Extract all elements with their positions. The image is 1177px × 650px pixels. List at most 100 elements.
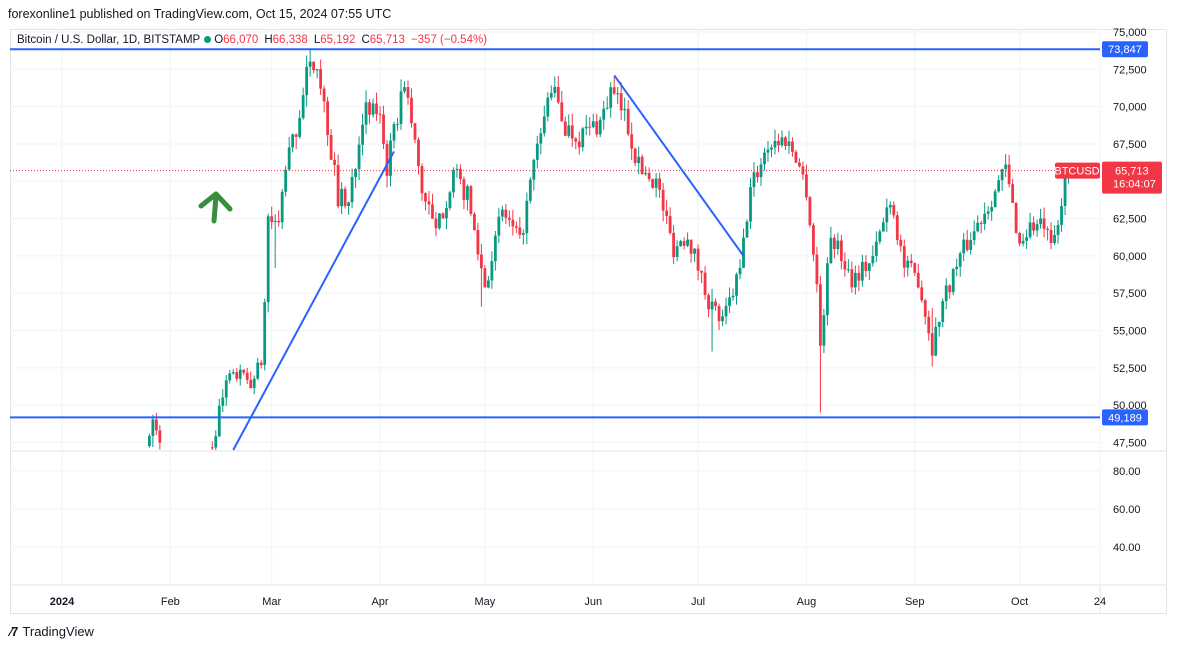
candle-body	[798, 162, 801, 167]
resistance-badge-bg	[1102, 41, 1148, 58]
candle-body	[270, 216, 274, 222]
candle-body	[951, 269, 955, 293]
candle-body	[427, 201, 431, 205]
brand[interactable]: ⁄7 TradingView	[10, 624, 94, 639]
candle-body	[930, 333, 934, 356]
candle-body	[689, 239, 693, 254]
candle-body	[438, 213, 441, 229]
candle-body	[871, 255, 875, 264]
up-arrow-icon	[198, 191, 233, 224]
candle-body	[563, 121, 567, 136]
candle-body	[721, 316, 724, 322]
candle-body	[752, 172, 756, 188]
candle-body	[329, 134, 333, 160]
candle-body	[525, 200, 529, 234]
candle-body	[322, 88, 326, 102]
candle-body	[958, 253, 962, 267]
candle-body	[766, 149, 770, 153]
candle-body	[347, 202, 350, 207]
candle-body	[315, 69, 319, 71]
candle-body	[385, 143, 389, 176]
time-axis: 2024 Feb Mar Apr May Jun Jul Aug Sep Oct 24	[50, 596, 1106, 608]
candle-body	[738, 267, 742, 275]
candle-body	[717, 306, 721, 322]
candle-body	[829, 237, 833, 264]
candle-body	[497, 216, 501, 236]
candle-body	[273, 220, 277, 222]
candle-body	[609, 87, 613, 108]
candle-body	[661, 189, 665, 211]
candle-body	[308, 61, 312, 67]
candle-body	[151, 419, 155, 436]
candle-body	[228, 373, 232, 381]
candle-body	[878, 231, 882, 242]
candle-body	[874, 241, 878, 256]
brand-label: TradingView	[22, 624, 94, 639]
candle-body	[948, 285, 952, 293]
candle-body	[473, 213, 476, 230]
candle-body	[399, 91, 403, 124]
candle-body	[591, 121, 595, 128]
candle-body	[455, 168, 459, 171]
candle-body	[333, 159, 337, 165]
candle-body	[612, 87, 616, 94]
candle-body	[396, 123, 399, 125]
price-tick: 67,500	[1113, 139, 1147, 151]
candle-body	[941, 301, 945, 322]
candle-body	[812, 225, 815, 255]
candle-body	[756, 172, 759, 178]
candle-body	[700, 270, 703, 273]
candle-body	[378, 113, 382, 115]
candle-body	[1021, 240, 1025, 244]
time-tick: 2024	[50, 596, 75, 608]
candle-body	[749, 187, 752, 222]
candle-body	[668, 216, 672, 233]
candle-body	[867, 263, 871, 271]
chart-frame	[10, 29, 1167, 614]
price-tick: 70,000	[1113, 102, 1147, 114]
candle-body	[368, 102, 371, 115]
candle-body	[392, 124, 396, 141]
candle-body	[214, 436, 218, 448]
candle-body	[619, 93, 623, 111]
time-tick: Feb	[161, 596, 180, 608]
candle-body	[784, 137, 787, 146]
candle-body	[340, 188, 343, 207]
countdown-badge: 16:04:07	[1113, 179, 1156, 191]
price-tick: 60,000	[1113, 251, 1147, 263]
candle-body	[1025, 237, 1029, 241]
candle-body	[238, 369, 242, 379]
trend-line	[613, 74, 745, 257]
candle-body	[644, 172, 648, 175]
candle-body	[832, 237, 836, 249]
candle-body	[577, 141, 581, 148]
open-value: 66,070	[223, 34, 259, 46]
candle-body	[630, 134, 634, 149]
candle-body	[881, 222, 885, 232]
candle-body	[326, 101, 330, 135]
candle-body	[245, 372, 249, 380]
candle-body	[895, 215, 899, 240]
candle-body	[403, 87, 406, 92]
candle-body	[892, 204, 896, 216]
candle-body	[542, 116, 546, 134]
candle-body	[787, 141, 791, 146]
candle-body	[217, 405, 221, 437]
candle-body	[923, 300, 927, 317]
candle-body	[598, 119, 602, 135]
candle-body	[1000, 169, 1004, 181]
candle-body	[294, 134, 298, 137]
candle-body	[1060, 205, 1063, 225]
candle-body	[906, 260, 910, 268]
time-tick: Jul	[691, 596, 705, 608]
ticker-badge-bg	[1055, 162, 1100, 179]
candle-body	[514, 226, 518, 228]
candle-body	[259, 362, 263, 366]
candle-body	[224, 380, 228, 398]
candle-body	[284, 169, 288, 192]
candle-body	[675, 246, 679, 258]
candle-body	[406, 87, 410, 98]
candle-body	[777, 141, 780, 146]
candle-body	[822, 315, 826, 346]
